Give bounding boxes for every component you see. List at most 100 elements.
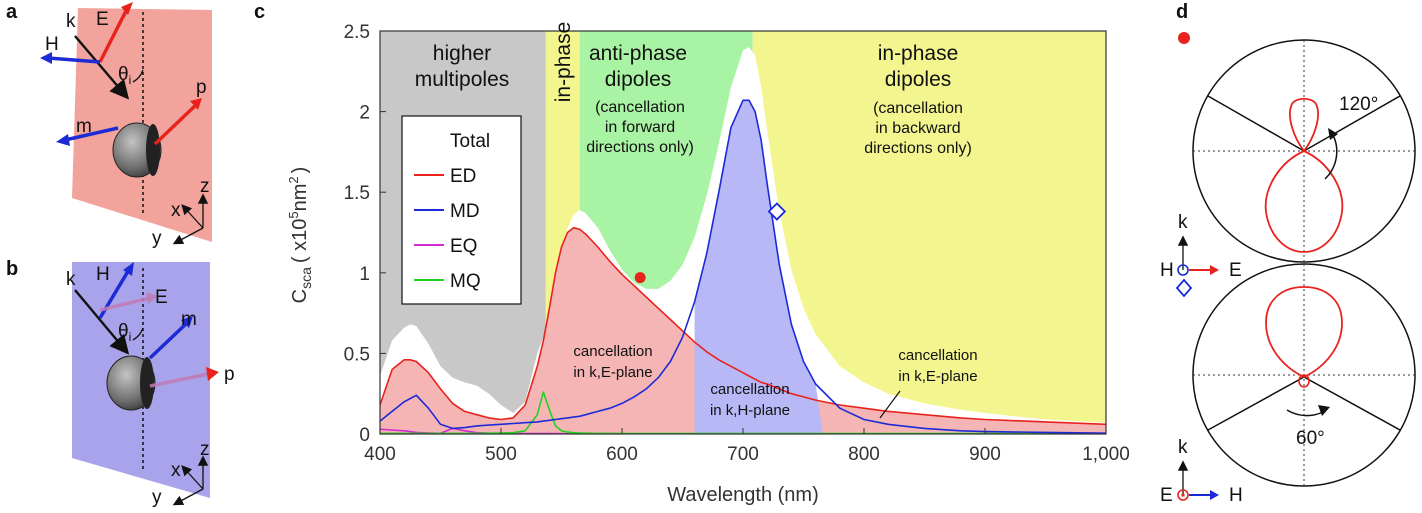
y-tick-label: 1.5 (344, 183, 370, 204)
panel-a-E-label: E (96, 9, 109, 30)
polar-top-k-label: k (1178, 212, 1188, 233)
marker-diamond (767, 202, 787, 221)
markers (634, 202, 787, 284)
region-higher-label-1: higher (433, 42, 491, 65)
cancel-kE-left-2: in k,E-plane (573, 364, 652, 381)
region-anti-label-1: anti-phase (589, 42, 687, 65)
polar-bottom-H-arrowhead (1210, 490, 1219, 500)
panel-a-y-axis (172, 227, 204, 245)
polar-top-cone-left (1207, 95, 1305, 152)
panel-d-diamond-marker (1175, 278, 1193, 298)
cancel-kH-2: in k,H-plane (710, 402, 790, 419)
panel-a-k-vector (74, 35, 130, 100)
cancel-kE-right-1: cancellation (898, 347, 977, 364)
panel-b-p-label: p (224, 364, 235, 385)
panel-b-x-label: x (171, 460, 181, 481)
polar-top-angle-label: 120° (1339, 94, 1378, 115)
panel-b-theta-label: θi (118, 321, 131, 344)
region-higher-label-2: multipoles (415, 68, 510, 91)
fill-under-MD (694, 100, 823, 434)
marker-circle (634, 272, 646, 284)
panel-a-x-axis (181, 204, 204, 229)
polar-top-E-label: E (1229, 260, 1242, 281)
polar-bottom-k-label: k (1178, 437, 1188, 458)
panel-a-label: a (6, 1, 18, 23)
panel-b-m-arrowhead (181, 316, 193, 328)
panel-a-E-vector (98, 6, 130, 63)
panel-a-m-vector (64, 126, 119, 142)
region-anti-label-5: directions only) (586, 139, 694, 156)
region-inphase-narrow-label: in-phase (552, 22, 575, 103)
panel-a-H-vector (47, 56, 101, 64)
x-tick-label: 800 (848, 444, 880, 465)
polar-bottom-H-label: H (1229, 485, 1243, 506)
panel-b-z-label: z (200, 439, 210, 460)
region-inphase-label-4: in backward (875, 120, 960, 137)
panel-b-particle-rim (140, 357, 154, 409)
legend-label-MD: MD (450, 201, 480, 222)
y-tick-label: 0 (359, 425, 370, 446)
polar-legend-bottom: k E H (1160, 437, 1243, 506)
panel-a-H-arrowhead (40, 52, 52, 64)
cancel-kH-1: cancellation (710, 381, 789, 398)
cancel-kE-right-pointer (879, 390, 901, 419)
panel-a-particle-rim (146, 124, 160, 176)
panel-b-p-arrowhead (206, 367, 219, 381)
polar-top-H-symbol (1177, 264, 1189, 276)
panel-a-x-label: x (171, 200, 181, 221)
x-axis-label: Wavelength (nm) (667, 484, 819, 506)
cancel-kE-left-1: cancellation (573, 343, 652, 360)
panel-b-H-arrowhead (123, 262, 134, 276)
y-tick-label: 2 (359, 103, 370, 124)
panel-d: d 120° k H E (1160, 1, 1416, 506)
panel-b-x-axis (181, 465, 204, 490)
polar-plot-bottom: 60° (1192, 263, 1416, 487)
panel-a-m-arrowhead (56, 134, 70, 146)
polar-top-H-label: H (1160, 260, 1174, 281)
curve-fills (380, 47, 1106, 434)
panel-b-m-label: m (181, 309, 197, 330)
fill-under-ED (380, 227, 1106, 434)
polar-bottom-E-symbol (1177, 489, 1189, 501)
polar-bottom-cone-left (1207, 376, 1305, 431)
panel-a-m-label: m (76, 116, 92, 137)
polar-top-angle-arc (1324, 134, 1338, 180)
panel-b-theta-arc (132, 327, 144, 341)
region-anti-label-3: (cancellation (595, 99, 685, 116)
y-tick-label: 2.5 (344, 22, 370, 43)
panel-b-k-label: k (66, 269, 76, 290)
polar-plot-top: 120° (1192, 39, 1416, 263)
x-tick-label: 900 (969, 444, 1001, 465)
polar-legend-top: k H E (1160, 212, 1242, 281)
panel-c: c 400 500 600 700 800 900 1,000 0 0.5 1 1.5 2 2.5 h… (254, 1, 1130, 506)
polar-bottom-E-label: E (1160, 485, 1173, 506)
y-axis-label: Csca( x105nm2) (286, 167, 314, 304)
polar-bottom-E-dot (1181, 493, 1185, 497)
region-anti-label-4: in forward (605, 119, 675, 136)
panel-a-H-label: H (45, 34, 59, 55)
polar-bottom-cone-right (1303, 376, 1401, 431)
y-ticks: 0 0.5 1 1.5 2 2.5 (344, 22, 386, 446)
legend: Total ED MD EQ MQ (401, 115, 522, 305)
panel-b-E-vector (99, 296, 151, 312)
x-tick-label: 600 (606, 444, 638, 465)
x-ticks: 400 500 600 700 800 900 1,000 (364, 428, 1130, 465)
polar-top-cone-right (1303, 95, 1401, 152)
panel-b-y-axis (172, 488, 204, 506)
cancel-kE-right-2: in k,E-plane (898, 368, 977, 385)
panel-b-k-vector (74, 289, 130, 355)
x-tick-label: 500 (485, 444, 517, 465)
polar-top-E-arrowhead (1210, 265, 1219, 275)
panel-a-p-label: p (196, 77, 207, 98)
region-inphase-label-3: (cancellation (873, 100, 963, 117)
polar-bottom-small-lobe (1298, 374, 1310, 388)
legend-items: Total ED MD EQ MQ (414, 131, 490, 292)
region-anti-label-2: dipoles (605, 68, 672, 91)
panel-b-E-arrowhead (146, 292, 158, 304)
polar-bottom-angle-arrowhead (1318, 405, 1330, 416)
panel-d-circle-marker (1178, 32, 1190, 44)
panel-a-z-label: z (200, 176, 210, 197)
panel-b-y-label: y (152, 487, 162, 508)
panel-b-label: b (6, 258, 18, 280)
panel-b-m-vector (148, 320, 190, 360)
